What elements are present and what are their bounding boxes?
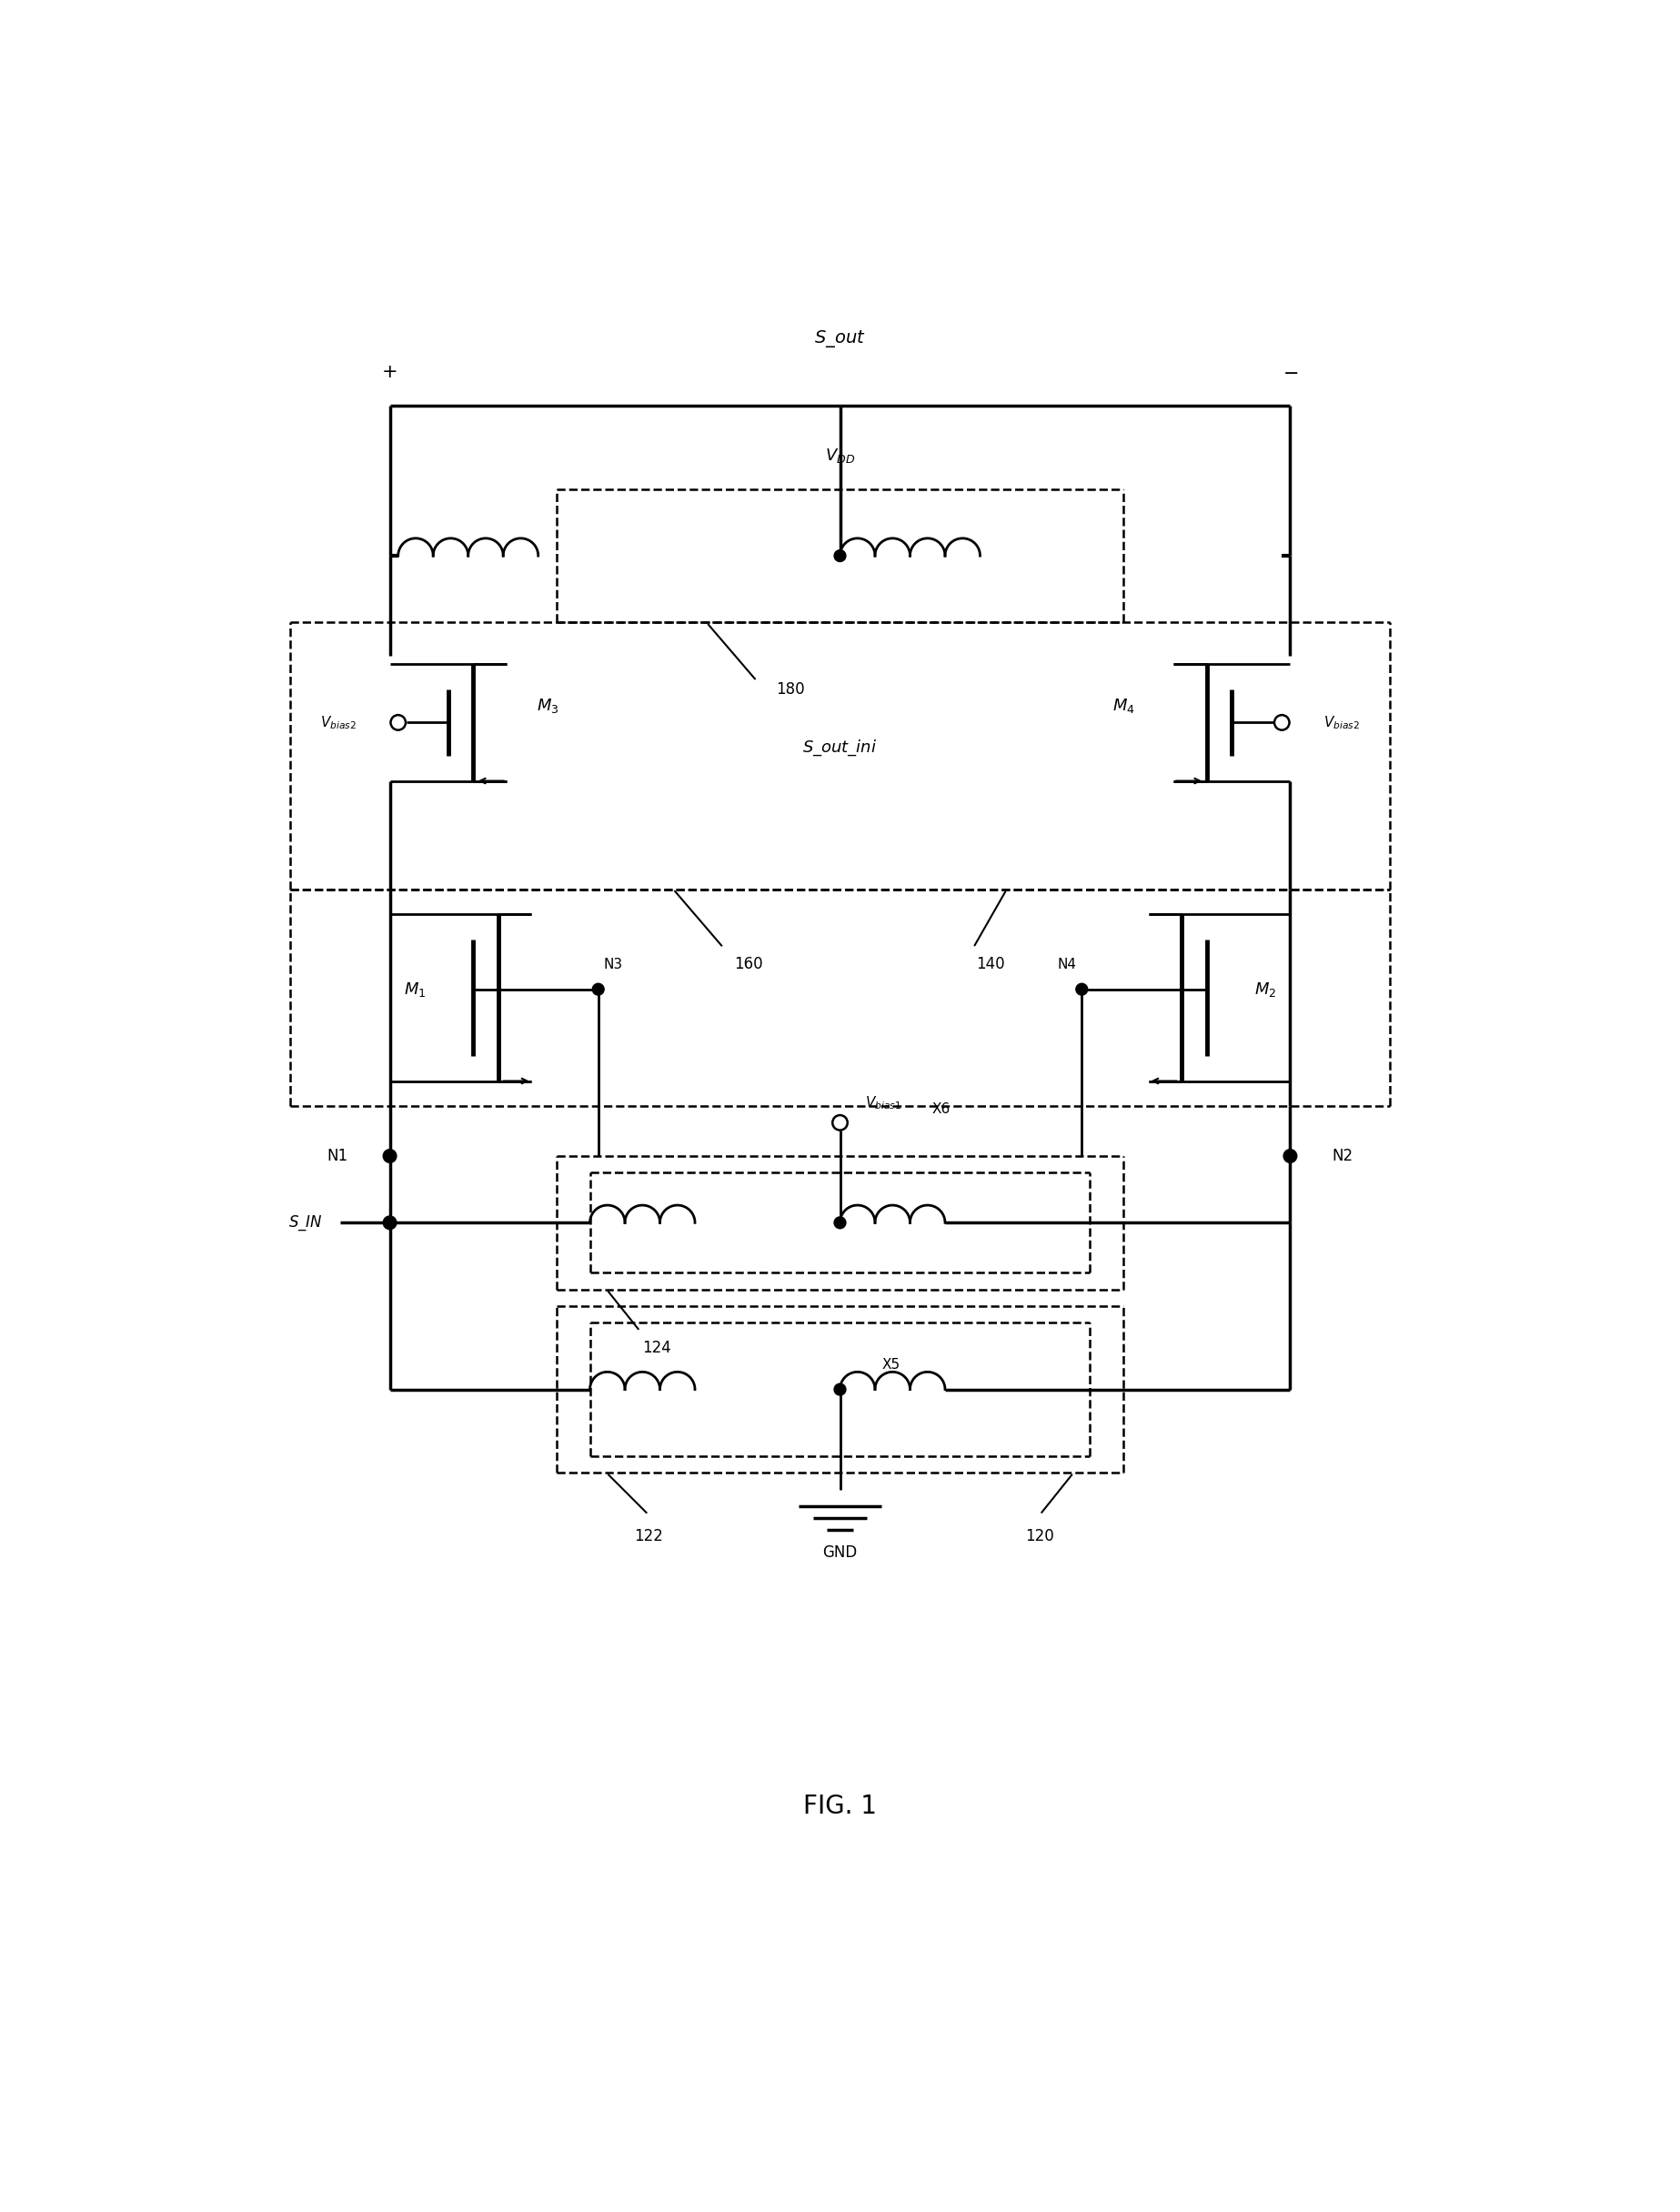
Text: N3: N3 bbox=[603, 958, 623, 971]
Circle shape bbox=[835, 1217, 845, 1228]
Text: 140: 140 bbox=[976, 956, 1005, 973]
Text: $S\_out$: $S\_out$ bbox=[815, 330, 865, 349]
Text: +: + bbox=[381, 363, 398, 380]
Text: $M_4$: $M_4$ bbox=[1112, 697, 1134, 714]
Text: $-$: $-$ bbox=[1282, 363, 1299, 380]
Text: N4: N4 bbox=[1058, 958, 1077, 971]
Text: N2: N2 bbox=[1332, 1148, 1352, 1164]
Circle shape bbox=[835, 1382, 845, 1396]
Circle shape bbox=[593, 984, 605, 995]
Text: $M_3$: $M_3$ bbox=[538, 697, 559, 714]
Text: $V_{bias2}$: $V_{bias2}$ bbox=[321, 714, 356, 730]
Text: $S\_out\_ini$: $S\_out\_ini$ bbox=[803, 739, 877, 757]
Text: $V_{bias1}$: $V_{bias1}$ bbox=[865, 1095, 902, 1110]
Text: FIG. 1: FIG. 1 bbox=[803, 1794, 877, 1818]
Text: 180: 180 bbox=[776, 681, 805, 697]
Text: 120: 120 bbox=[1026, 1528, 1055, 1544]
Text: GND: GND bbox=[823, 1544, 857, 1562]
Circle shape bbox=[383, 1150, 396, 1164]
Circle shape bbox=[1075, 984, 1087, 995]
Text: X5: X5 bbox=[882, 1358, 900, 1371]
Text: $M_2$: $M_2$ bbox=[1255, 980, 1277, 998]
Text: $M_1$: $M_1$ bbox=[403, 980, 427, 998]
Text: X6: X6 bbox=[932, 1102, 951, 1117]
Circle shape bbox=[383, 1217, 396, 1230]
Text: 122: 122 bbox=[633, 1528, 662, 1544]
Text: $V_{DD}$: $V_{DD}$ bbox=[825, 447, 855, 465]
Text: 124: 124 bbox=[642, 1340, 670, 1356]
Text: $S\_IN$: $S\_IN$ bbox=[289, 1214, 323, 1232]
Text: N1: N1 bbox=[328, 1148, 348, 1164]
Text: $V_{bias2}$: $V_{bias2}$ bbox=[1324, 714, 1359, 730]
Circle shape bbox=[835, 551, 845, 562]
Circle shape bbox=[1284, 1150, 1297, 1164]
Text: 160: 160 bbox=[734, 956, 763, 973]
